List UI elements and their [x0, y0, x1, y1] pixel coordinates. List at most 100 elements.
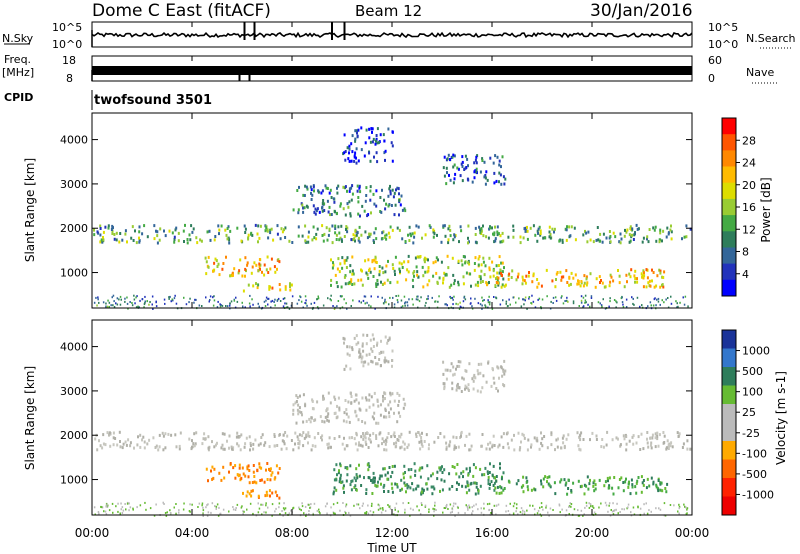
echo-cell: [537, 282, 540, 286]
echo-cell: [394, 203, 397, 207]
echo-cell: [479, 467, 482, 471]
echo-cell: [239, 448, 242, 452]
echo-cell: [383, 198, 385, 202]
echo-cell: [493, 488, 496, 492]
echo-cell: [238, 269, 241, 273]
echo-cell: [202, 506, 204, 509]
echo-cell: [355, 398, 358, 402]
echo-cell: [441, 471, 444, 474]
echo-cell: [355, 488, 358, 492]
echo-cell: [456, 463, 459, 466]
echo-cell: [393, 442, 395, 446]
echo-cell: [226, 227, 229, 230]
echo-cell: [333, 468, 336, 472]
echo-cell: [434, 504, 436, 507]
echo-cell: [465, 467, 468, 471]
echo-cell: [198, 304, 201, 307]
echo-cell: [194, 442, 197, 446]
echo-cell: [381, 231, 384, 235]
echo-cell: [332, 503, 335, 506]
echo-cell: [282, 440, 285, 444]
echo-cell: [371, 333, 374, 337]
echo-cell: [497, 389, 499, 393]
echo-cell: [366, 236, 369, 240]
echo-cell: [345, 225, 348, 229]
echo-cell: [503, 359, 506, 363]
echo-cell: [426, 464, 429, 468]
echo-cell: [365, 186, 368, 190]
echo-cell: [650, 446, 653, 450]
echo-cell: [464, 512, 466, 515]
echo-cell: [404, 403, 407, 407]
echo-cell: [608, 486, 611, 490]
nave-tick-high: 60: [708, 54, 722, 67]
echo-cell: [318, 511, 320, 513]
cpid-label: CPID: [4, 91, 33, 104]
echo-cell: [226, 237, 229, 241]
echo-cell: [658, 433, 661, 437]
echo-cell: [341, 480, 344, 484]
echo-cell: [229, 304, 231, 307]
echo-cell: [95, 296, 97, 299]
echo-cell: [441, 465, 443, 469]
echo-cell: [118, 430, 121, 434]
echo-cell: [315, 209, 318, 213]
echo-cell: [561, 295, 563, 298]
echo-cell: [113, 306, 116, 308]
echo-cell: [169, 509, 171, 512]
echo-cell: [618, 274, 621, 278]
echo-cell: [526, 229, 529, 233]
echo-cell: [546, 295, 548, 298]
echo-cell: [469, 272, 472, 276]
echo-cell: [537, 509, 540, 512]
echo-cell: [407, 502, 410, 504]
echo-cell: [208, 229, 211, 233]
echo-cell: [320, 191, 323, 195]
echo-cell: [362, 349, 365, 353]
echo-cell: [334, 411, 337, 415]
echo-cell: [410, 468, 413, 471]
echo-cell: [360, 233, 363, 237]
colorbar-swatch: [722, 478, 736, 497]
echo-cell: [499, 303, 502, 306]
echo-cell: [214, 505, 216, 508]
echo-cell: [655, 485, 658, 489]
echo-cell: [246, 467, 249, 471]
echo-cell: [452, 238, 455, 242]
echo-cell: [493, 504, 496, 507]
echo-cell: [215, 507, 217, 510]
echo-cell: [642, 285, 645, 289]
echo-cell: [438, 295, 440, 298]
echo-cell: [353, 336, 356, 340]
echo-cell: [105, 513, 108, 515]
echo-cell: [105, 302, 107, 305]
echo-cell: [217, 224, 220, 228]
echo-cell: [610, 509, 612, 511]
echo-cell: [99, 224, 102, 228]
echo-cell: [316, 227, 319, 231]
echo-cell: [264, 441, 267, 445]
echo-cell: [274, 298, 276, 301]
echo-cell: [618, 478, 621, 481]
echo-cell: [659, 488, 662, 492]
echo-cell: [228, 510, 230, 513]
echo-cell: [175, 302, 178, 305]
echo-cell: [297, 225, 300, 229]
echo-cell: [307, 240, 310, 244]
echo-cell: [278, 506, 280, 509]
echo-cell: [594, 483, 597, 487]
echo-cell: [622, 434, 625, 438]
echo-cell: [371, 480, 374, 484]
echo-cell: [119, 303, 122, 306]
echo-cell: [607, 479, 609, 483]
echo-cell: [385, 359, 388, 363]
echo-cell: [586, 240, 589, 244]
echo-cell: [576, 431, 579, 435]
echo-cell: [623, 437, 626, 441]
echo-cell: [397, 411, 400, 415]
echo-cell: [289, 282, 291, 286]
echo-cell: [498, 443, 501, 447]
echo-cell: [488, 502, 491, 505]
echo-cell: [612, 513, 615, 516]
